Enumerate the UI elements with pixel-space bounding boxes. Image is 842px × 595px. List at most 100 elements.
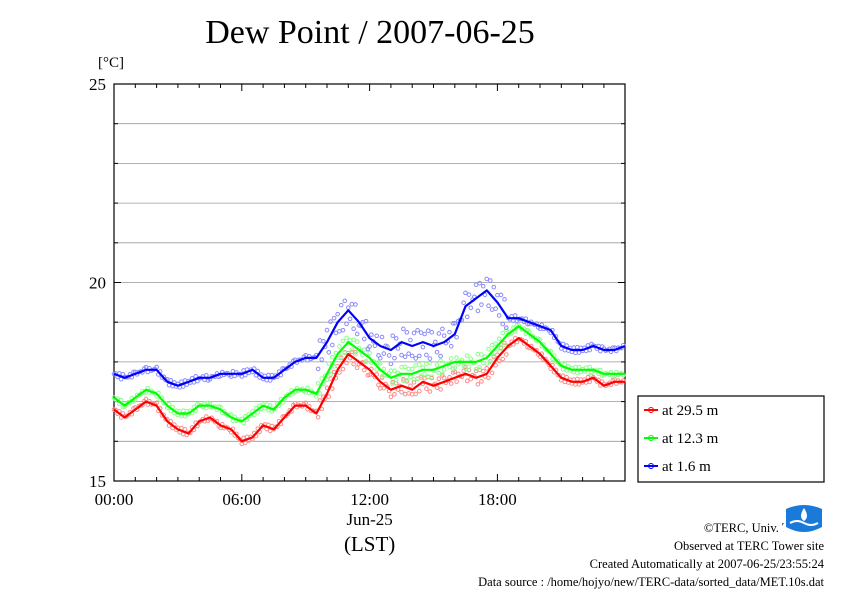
- legend-entry: at 1.6 m: [662, 459, 711, 475]
- legend-box: [637, 395, 825, 483]
- y-tick-label: 25: [89, 75, 106, 94]
- data-point: [434, 385, 440, 390]
- data-point: [399, 352, 404, 358]
- data-point: [503, 352, 509, 357]
- data-point: [502, 297, 507, 302]
- data-point: [496, 313, 502, 318]
- data-point: [441, 333, 447, 338]
- data-point: [496, 358, 502, 364]
- data-point: [489, 370, 495, 376]
- data-point: [417, 388, 422, 394]
- data-point: [328, 319, 333, 324]
- data-point: [468, 376, 474, 382]
- data-point: [354, 339, 360, 344]
- data-point: [574, 376, 580, 382]
- data-point: [468, 356, 474, 362]
- data-point: [413, 391, 419, 397]
- data-point: [331, 315, 337, 321]
- data-point: [408, 374, 413, 380]
- data-point: [466, 292, 472, 297]
- data-point: [353, 350, 358, 355]
- data-point: [411, 379, 417, 385]
- data-point: [454, 379, 459, 384]
- data-point: [353, 302, 358, 307]
- data-point: [388, 361, 394, 367]
- data-point: [468, 305, 474, 311]
- data-point: [353, 352, 358, 357]
- data-point: [180, 408, 186, 414]
- legend-entry: at 29.5 m: [662, 403, 719, 419]
- data-point: [479, 352, 484, 357]
- credits-block: ©TERC, Univ. Tsukuba Observed at TERC To…: [478, 519, 824, 591]
- data-point: [351, 326, 356, 332]
- data-point: [401, 326, 406, 332]
- data-point: [512, 313, 518, 318]
- data-point: [326, 361, 332, 366]
- data-point: [402, 364, 408, 370]
- data-point: [473, 282, 479, 288]
- data-point: [328, 372, 333, 377]
- data-source-text: Data source : /home/hojyo/new/TERC-data/…: [478, 575, 824, 589]
- data-point: [393, 377, 399, 383]
- data-point: [392, 368, 397, 374]
- data-point: [434, 362, 440, 368]
- data-point: [475, 381, 481, 387]
- data-point: [424, 386, 429, 391]
- data-point: [321, 338, 326, 344]
- data-point: [402, 391, 408, 397]
- data-point: [409, 366, 415, 372]
- data-point: [344, 321, 349, 327]
- data-point: [438, 353, 443, 359]
- data-point: [349, 301, 355, 307]
- data-point: [432, 339, 438, 345]
- data-point: [436, 370, 442, 376]
- data-point: [399, 389, 404, 395]
- data-point: [374, 333, 380, 339]
- data-point: [574, 370, 580, 375]
- data-point: [330, 342, 335, 348]
- data-point: [480, 368, 486, 374]
- data-point: [315, 414, 321, 420]
- data-point: [493, 362, 498, 368]
- data-point: [484, 276, 490, 282]
- data-point: [413, 363, 419, 368]
- data-point: [338, 354, 344, 359]
- data-point: [436, 331, 442, 336]
- data-point: [381, 366, 387, 372]
- data-point: [361, 336, 367, 342]
- x-tick-label: 12:00: [350, 490, 389, 509]
- data-point: [473, 366, 479, 372]
- data-point: [441, 367, 447, 372]
- series-line: [113, 337, 625, 443]
- data-point: [379, 334, 385, 340]
- data-point: [436, 376, 442, 381]
- data-point: [361, 367, 367, 373]
- y-tick-label: 15: [89, 472, 106, 491]
- data-point: [493, 306, 498, 311]
- data-point: [422, 371, 427, 377]
- data-point: [496, 336, 502, 342]
- data-point: [340, 366, 346, 372]
- data-point: [429, 329, 435, 335]
- data-point: [390, 381, 395, 387]
- data-point: [418, 373, 424, 379]
- data-point: [326, 394, 332, 399]
- data-point: [351, 361, 356, 367]
- data-point: [463, 366, 468, 372]
- data-point: [319, 357, 324, 362]
- data-point: [480, 283, 486, 289]
- legend-marker: [648, 435, 654, 441]
- chart-title: Dew Point / 2007-06-25: [205, 14, 535, 51]
- data-point: [438, 387, 443, 392]
- data-point: [502, 340, 507, 346]
- data-point: [315, 366, 321, 372]
- data-point: [377, 361, 383, 366]
- data-point: [422, 331, 427, 337]
- data-point: [424, 352, 429, 358]
- data-point: [415, 327, 420, 333]
- data-point: [486, 303, 491, 309]
- data-point: [484, 361, 490, 366]
- data-point: [571, 345, 577, 350]
- data-point: [340, 338, 346, 344]
- data-point: [267, 378, 273, 383]
